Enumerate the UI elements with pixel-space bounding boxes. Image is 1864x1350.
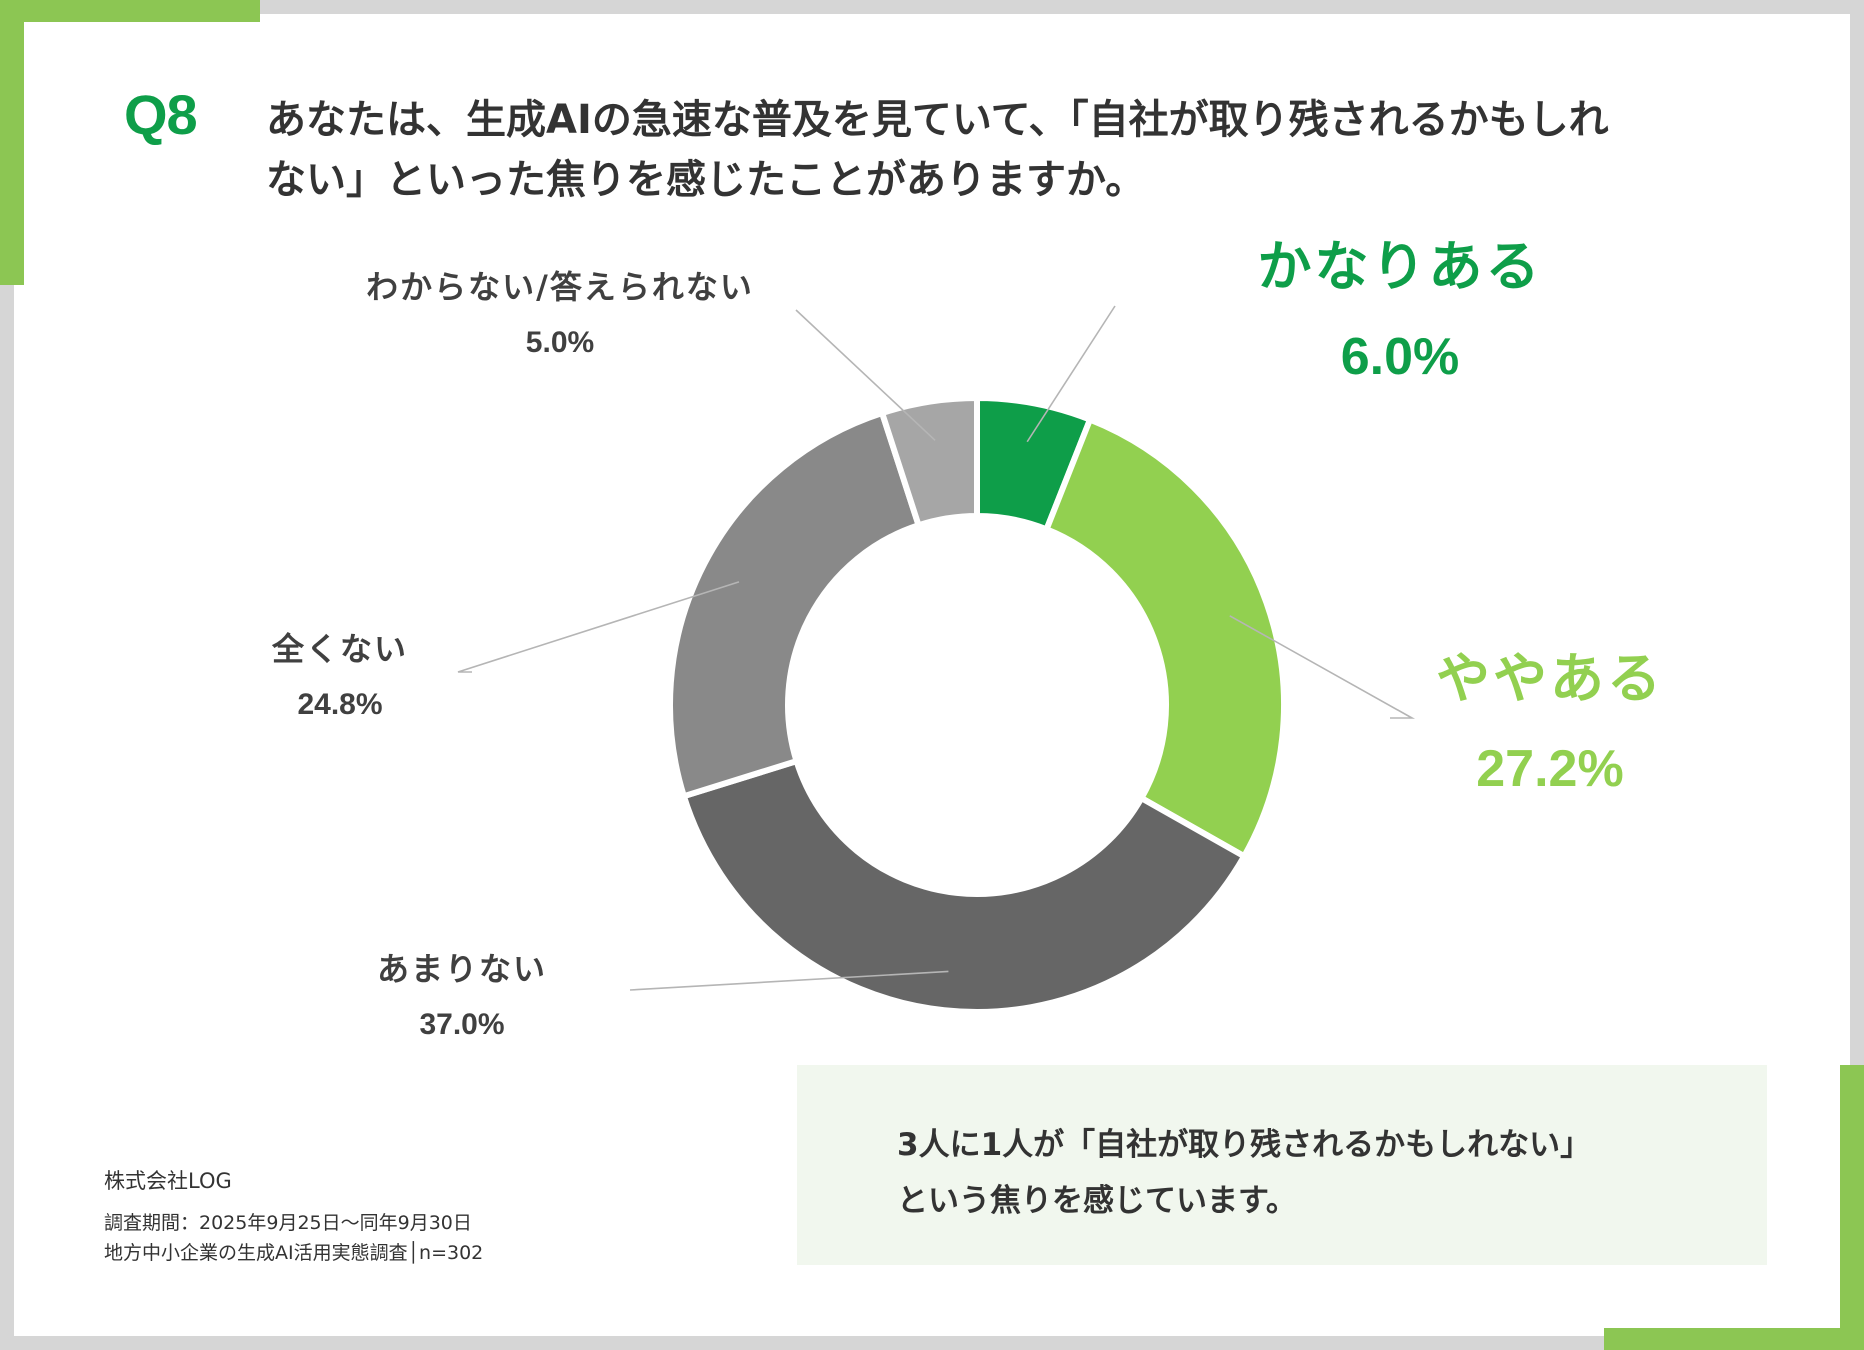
accent-bar-bottom-right-vertical: [1840, 1065, 1864, 1350]
question-line-1: あなたは、生成AIの急速な普及を見ていて、「自社が取り残されるかもしれ: [266, 97, 1609, 143]
question-number: Q8: [124, 83, 198, 146]
accent-bar-bottom-right-horizontal: [1604, 1328, 1864, 1350]
label-mattaku-nai: 全くない 24.8%: [240, 624, 440, 722]
donut-slice-amari-nai: [680, 758, 1248, 1015]
label-wakaranai: わからない/答えられない 5.0%: [330, 262, 790, 360]
question-text: あなたは、生成AIの急速な普及を見ていて、「自社が取り残されるかもしれ ない」と…: [266, 90, 1736, 210]
survey-name: 地方中小企業の生成AI活用実態調査│n=302: [104, 1242, 484, 1264]
summary-line-2: という焦りを感じています。: [897, 1183, 1297, 1219]
label-wakaranai-value: 5.0%: [525, 326, 595, 359]
label-yaya-aru: ややある 27.2%: [1400, 634, 1700, 799]
survey-period: 調査期間：2025年9月25日～同年9月30日: [104, 1212, 472, 1234]
donut-slice-wakaranai: [879, 395, 980, 529]
label-kanari-aru: かなりある 6.0%: [1240, 222, 1560, 387]
summary-line-1: 3人に1人が「自社が取り残されるかもしれない」: [897, 1127, 1592, 1163]
label-yaya-aru-name: ややある: [1436, 647, 1664, 710]
leader-line-yaya-aru: [1229, 615, 1416, 719]
leader-line-kanari-aru: [1026, 305, 1116, 443]
label-yaya-aru-value: 27.2%: [1476, 740, 1624, 798]
label-wakaranai-name: わからない/答えられない: [366, 268, 754, 306]
accent-bar-top-left-horizontal: [0, 0, 260, 22]
survey-footnote: 調査期間：2025年9月25日～同年9月30日 地方中小企業の生成AI活用実態調…: [104, 1208, 483, 1268]
label-kanari-aru-name: かなりある: [1257, 235, 1543, 298]
summary-box: 3人に1人が「自社が取り残されるかもしれない」 という焦りを感じています。: [797, 1065, 1767, 1265]
leader-line-amari-nai: [629, 970, 949, 991]
label-amari-nai: あまりない 37.0%: [352, 944, 572, 1042]
leader-line-wakaranai: [795, 309, 936, 441]
company-name: 株式会社LOG: [104, 1169, 232, 1193]
donut-slice-mattaku-nai: [667, 410, 922, 800]
leader-line-mattaku-nai: [457, 581, 740, 673]
donut-slice-yaya-aru: [1043, 416, 1287, 860]
label-amari-nai-value: 37.0%: [419, 1008, 505, 1041]
summary-text: 3人に1人が「自社が取り残されるかもしれない」 という焦りを感じています。: [897, 1117, 1591, 1229]
label-mattaku-nai-name: 全くない: [271, 630, 408, 668]
label-kanari-aru-value: 6.0%: [1340, 328, 1460, 386]
question-line-2: ない」といった焦りを感じたことがありますか。: [266, 157, 1146, 203]
accent-bar-top-left-vertical: [0, 0, 24, 285]
label-mattaku-nai-value: 24.8%: [297, 688, 383, 721]
label-amari-nai-name: あまりない: [376, 950, 547, 988]
